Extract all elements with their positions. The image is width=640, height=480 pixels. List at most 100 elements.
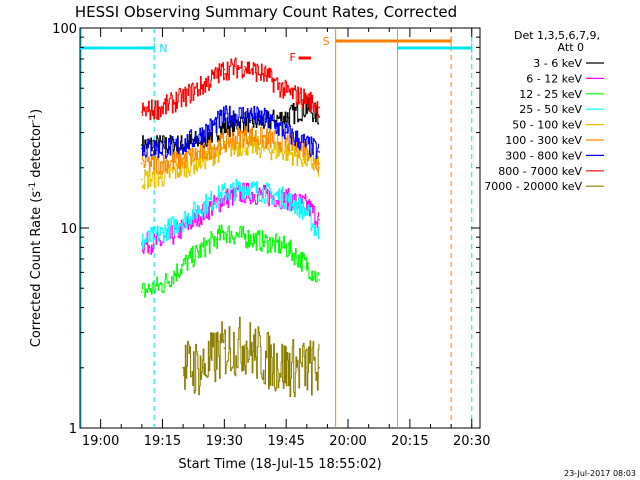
data-point	[161, 106, 164, 109]
legend-label-3: 25 - 50 keV	[519, 103, 582, 116]
series-line-8	[183, 316, 320, 398]
series-8	[182, 316, 320, 398]
legend-label-0: 3 - 6 keV	[533, 57, 582, 70]
data-point	[264, 118, 267, 120]
x-tick-label-5: 20:15	[391, 434, 428, 449]
data-point	[223, 197, 226, 200]
data-point	[244, 236, 246, 238]
data-point	[318, 279, 320, 281]
data-point	[161, 176, 164, 178]
data-point	[141, 147, 143, 150]
data-point	[161, 147, 164, 150]
series-line-7	[141, 57, 319, 121]
data-point	[285, 151, 287, 153]
data-point	[182, 264, 184, 267]
data-point	[161, 231, 164, 234]
x-axis-label: Start Time (18-Jul-15 18:55:02)	[178, 457, 381, 472]
data-point	[264, 74, 267, 77]
data-point	[182, 96, 184, 99]
data-point	[285, 115, 287, 118]
chart-title: HESSI Observing Summary Count Rates, Cor…	[75, 3, 457, 21]
legend-label-4: 50 - 100 keV	[512, 119, 582, 132]
data-point	[264, 241, 267, 243]
data-point	[306, 211, 308, 213]
data-point	[285, 366, 287, 369]
y-tick-label-2: 100	[52, 22, 77, 37]
annotation-f-1: F	[290, 51, 311, 64]
legend: Det 1,3,5,6,7,9, Att 0 3 - 6 keV 6 - 12 k…	[484, 29, 604, 193]
legend-header-line-1: Det 1,3,5,6,7,9,	[514, 29, 600, 42]
data-point	[223, 191, 226, 194]
legend-label-2: 12 - 25 keV	[519, 88, 582, 101]
data-point	[223, 140, 226, 143]
legend-label-7: 800 - 7000 keV	[498, 165, 582, 178]
x-tick-label-6: 20:30	[453, 434, 490, 449]
annotation-n-0: N	[80, 28, 167, 428]
series-line-5	[141, 126, 319, 175]
data-point	[202, 83, 205, 86]
annotation-unlabeled-3	[397, 28, 473, 428]
data-point	[244, 65, 246, 68]
data-point	[223, 347, 226, 350]
data-point	[306, 204, 308, 207]
data-point	[264, 358, 267, 361]
series-6	[141, 105, 320, 159]
x-tick-label-0: 19:00	[82, 434, 119, 449]
series-line-2	[141, 224, 319, 298]
data-point	[141, 241, 143, 243]
data-point	[306, 144, 308, 146]
series-5	[141, 126, 320, 175]
x-tick-label-3: 19:45	[267, 434, 304, 449]
data-point	[244, 113, 246, 116]
flare-flag-label: F	[290, 51, 296, 64]
y-tick-label-1: 10	[60, 222, 77, 237]
legend-header-line-2: Att 0	[558, 41, 584, 54]
data-point	[306, 147, 308, 150]
data-point	[285, 131, 287, 134]
data-point	[141, 111, 143, 113]
data-point	[244, 134, 246, 137]
data-point	[318, 218, 320, 221]
data-point	[202, 158, 205, 161]
data-point	[141, 178, 143, 181]
legend-label-8: 7000 - 20000 keV	[484, 180, 582, 193]
data-point	[306, 366, 308, 369]
generation-timestamp: 23-Jul-2017 08:03	[564, 469, 636, 478]
data-point	[161, 144, 164, 146]
data-point	[285, 197, 287, 200]
data-point	[318, 162, 320, 165]
data-point	[182, 218, 184, 221]
data-point	[161, 241, 164, 243]
data-point	[202, 246, 205, 249]
legend-label-5: 100 - 300 keV	[505, 134, 582, 147]
legend-label-1: 6 - 12 keV	[526, 72, 582, 85]
x-tick-label-4: 20:00	[329, 434, 366, 449]
data-point	[318, 366, 320, 369]
interval-label-n: N	[159, 42, 167, 55]
data-point	[306, 158, 308, 161]
data-point	[244, 344, 246, 346]
data-point	[223, 115, 226, 118]
data-point	[161, 162, 164, 165]
data-point	[141, 144, 143, 146]
legend-label-6: 300 - 800 keV	[505, 149, 582, 162]
data-point	[244, 144, 246, 146]
data-point	[202, 131, 205, 134]
data-point	[264, 137, 267, 140]
data-point	[202, 151, 205, 153]
data-point	[182, 144, 184, 146]
data-point	[182, 366, 184, 369]
annotation-s-2: S	[323, 28, 452, 428]
data-point	[306, 98, 308, 101]
y-tick-label-0: 1	[69, 422, 77, 437]
data-point	[161, 283, 164, 286]
data-point	[182, 166, 184, 169]
series-3	[141, 179, 320, 250]
data-point	[264, 191, 267, 194]
x-tick-label-2: 19:30	[206, 434, 243, 449]
series-7	[141, 57, 320, 121]
data-point	[306, 264, 308, 267]
data-point	[223, 126, 226, 128]
data-point	[244, 186, 246, 188]
